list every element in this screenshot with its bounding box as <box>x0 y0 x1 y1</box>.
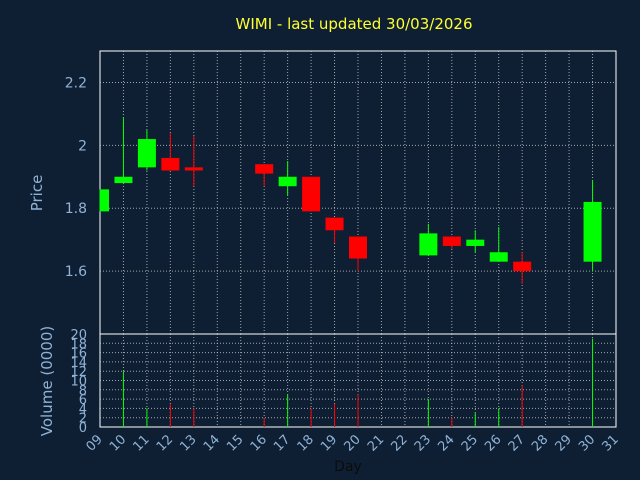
candle-body <box>419 233 438 256</box>
candle-body <box>255 164 274 174</box>
x-tick-label: 17 <box>271 432 293 454</box>
volume-tick-label: 16 <box>70 347 87 362</box>
volume-tick-label: 12 <box>70 365 87 380</box>
x-tick-label: 19 <box>318 432 340 454</box>
candle-body <box>325 217 344 231</box>
volume-tick-label: 10 <box>70 375 87 390</box>
volume-tick-label: 18 <box>70 337 87 352</box>
price-tick-label: 1.6 <box>65 264 87 280</box>
candle-body <box>442 236 461 246</box>
x-tick-label: 16 <box>248 432 270 454</box>
volume-tick-label: 4 <box>79 402 87 417</box>
x-tick-label: 31 <box>600 432 622 454</box>
candle-body <box>278 176 297 187</box>
candle-body <box>583 201 602 262</box>
x-tick-label: 14 <box>201 432 223 454</box>
x-tick-label: 15 <box>224 432 246 454</box>
volume-tick-label: 6 <box>79 393 87 408</box>
x-ticks-layer: 09 10 11 12 13 14 15 16 17 18 19 20 21 22 23 24 25 26 27 28… <box>84 432 622 454</box>
candle-body <box>137 139 156 168</box>
price-tick-label: 2.2 <box>65 75 87 91</box>
volume-tick-label: 20 <box>70 328 87 343</box>
price-tick-label: 2 <box>78 138 87 154</box>
candle-body <box>349 236 367 259</box>
price-tick-label: 1.8 <box>65 201 87 217</box>
x-tick-label: 21 <box>365 432 387 454</box>
candle-body <box>302 176 321 212</box>
volume-bars-layer <box>122 338 594 427</box>
x-tick-label: 22 <box>388 432 410 454</box>
volume-tick-label: 0 <box>79 421 87 436</box>
volume-tick-label: 14 <box>70 356 87 371</box>
chart-title: WIMI - last updated 30/03/2026 <box>236 15 473 33</box>
x-tick-label: 12 <box>154 432 176 454</box>
candle-body <box>161 157 180 171</box>
candle-body <box>466 239 485 246</box>
x-tick-label: 29 <box>553 432 575 454</box>
x-tick-label: 20 <box>342 432 364 454</box>
candle-body <box>100 189 109 212</box>
volume-tick-label: 8 <box>79 384 87 399</box>
x-tick-label: 25 <box>459 432 481 454</box>
x-axis-label: Day <box>334 459 362 475</box>
price-ticks-layer: 2.2 2 1.8 1.6 <box>65 75 87 280</box>
volume-axis-label: Volume (0000) <box>38 326 56 436</box>
x-tick-label: 10 <box>107 432 129 454</box>
x-tick-label: 13 <box>177 432 199 454</box>
x-tick-label: 27 <box>506 432 528 454</box>
volume-tick-label: 2 <box>79 412 87 427</box>
x-tick-label: 23 <box>412 432 434 454</box>
x-tick-label: 30 <box>576 432 598 454</box>
price-axis-label: Price <box>28 175 46 212</box>
candle-body <box>489 252 508 262</box>
candle-body <box>513 261 532 272</box>
x-tick-label: 26 <box>482 432 504 454</box>
grid-layer <box>100 51 616 427</box>
x-tick-label: 11 <box>130 432 152 454</box>
x-tick-label: 28 <box>529 432 551 454</box>
x-tick-label: 18 <box>295 432 317 454</box>
candles-layer <box>99 117 602 284</box>
x-tick-label: 24 <box>435 432 457 454</box>
candle-body <box>114 176 133 184</box>
candle-body <box>184 167 203 171</box>
